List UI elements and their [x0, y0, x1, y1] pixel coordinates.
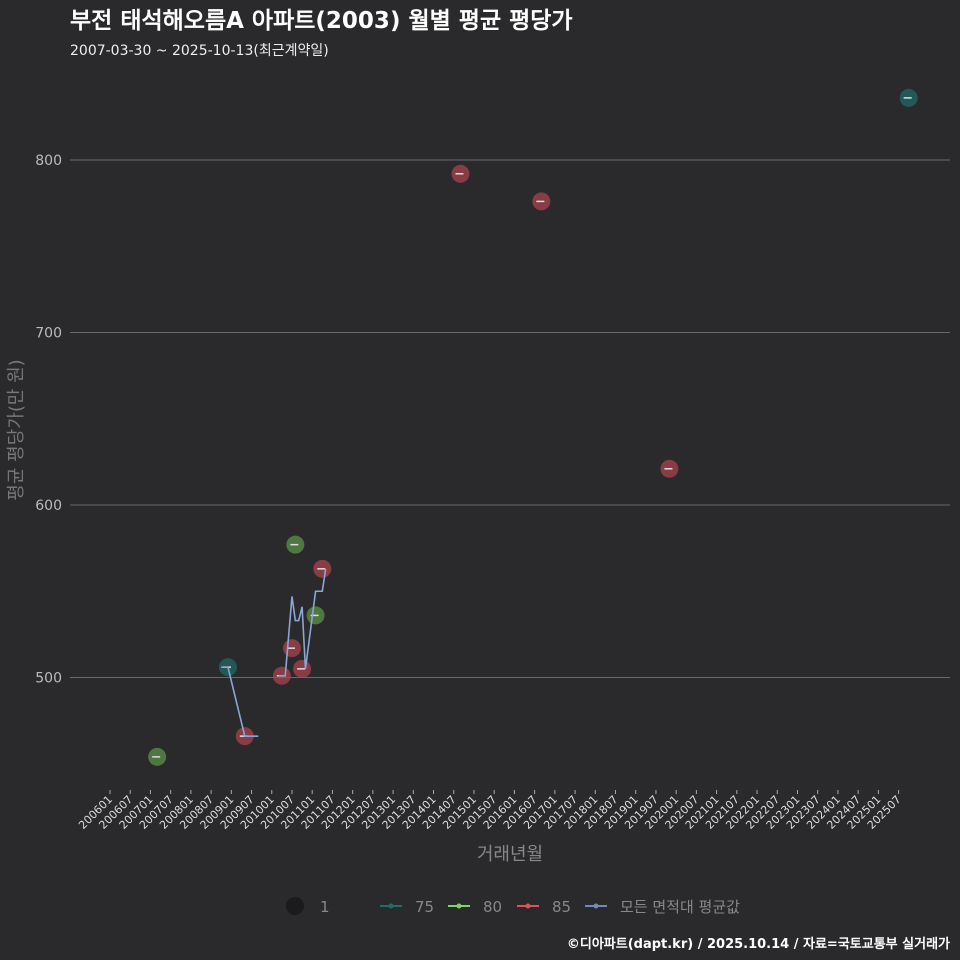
footer-credit: ©디아파트(dapt.kr) / 2025.10.14 / 자료=국토교통부 실… — [567, 936, 950, 952]
y-tick-label: 700 — [35, 326, 62, 342]
point-80 — [306, 606, 325, 625]
chart-title: 부전 태석해오름A 아파트(2003) 월별 평균 평당가 — [70, 8, 573, 34]
point-85 — [451, 164, 470, 183]
point-80 — [148, 747, 167, 766]
legend-85-label: 85 — [552, 898, 571, 916]
average-line — [278, 568, 327, 677]
point-85 — [293, 659, 312, 678]
legend-size-marker — [286, 897, 304, 915]
y-tick-label: 800 — [35, 153, 62, 169]
point-85 — [532, 192, 551, 211]
legend-80-dot — [456, 903, 462, 909]
legend: 1 75 80 85 모든 면적대 평균값 — [286, 897, 740, 916]
legend-75-dot — [388, 903, 394, 909]
y-tick-label: 500 — [35, 671, 62, 687]
legend-avg-label: 모든 면적대 평균값 — [620, 898, 740, 916]
legend-75-label: 75 — [415, 898, 434, 916]
legend-size-label: 1 — [320, 898, 330, 916]
point-85 — [660, 459, 679, 478]
legend-85-dot — [525, 903, 531, 909]
x-axis-label: 거래년월 — [477, 844, 543, 865]
point-75 — [899, 88, 918, 107]
y-axis-label: 평균 평당가(만 원) — [6, 359, 27, 500]
chart-subtitle: 2007-03-30 ~ 2025-10-13(최근계약일) — [70, 43, 329, 59]
point-85 — [282, 639, 301, 658]
y-tick-label: 600 — [35, 498, 62, 514]
legend-avg-dot — [593, 903, 599, 909]
average-line — [221, 666, 259, 737]
point-85 — [313, 559, 332, 578]
legend-80-label: 80 — [483, 898, 502, 916]
point-80 — [286, 535, 305, 554]
